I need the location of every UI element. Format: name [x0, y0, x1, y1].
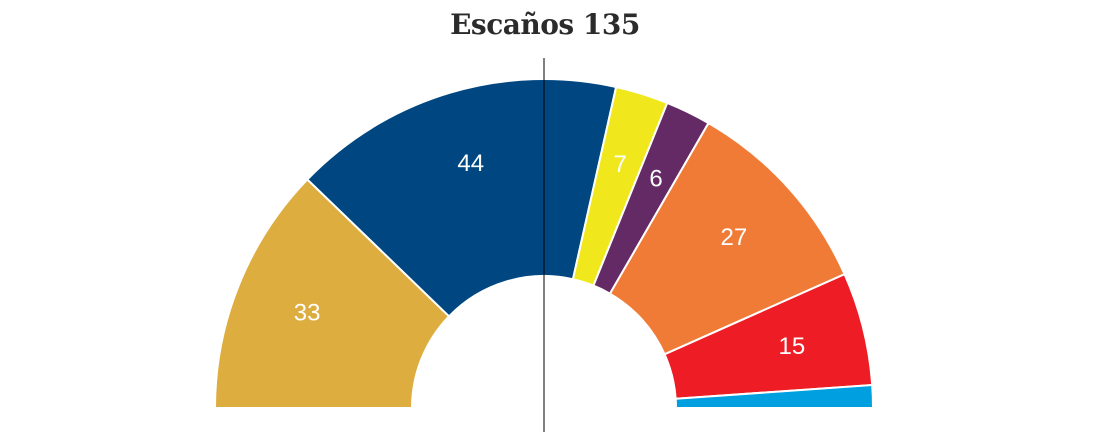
segment-label-4: 27 [721, 224, 748, 251]
segment-0 [213, 178, 451, 409]
segment-label-3: 6 [649, 165, 662, 192]
segment-4 [608, 121, 846, 356]
segment-6 [674, 383, 875, 409]
chart-title: Escaños 135 [450, 8, 640, 41]
segment-label-0: 33 [294, 299, 321, 326]
segment-label-1: 44 [457, 150, 484, 177]
segment-label-2: 7 [613, 151, 626, 178]
segment-1 [305, 78, 618, 318]
segments-group [213, 78, 875, 409]
segment-label-5: 15 [779, 333, 806, 360]
labels-group: 33 44 76 27 15 [294, 150, 806, 360]
